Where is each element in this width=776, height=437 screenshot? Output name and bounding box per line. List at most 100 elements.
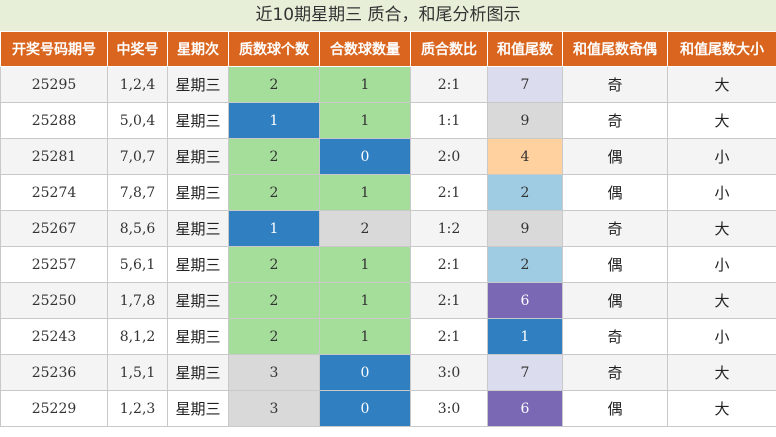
header-numbers: 中奖号 <box>107 31 168 67</box>
header-tail: 和值尾数 <box>487 31 563 67</box>
cell-numbers: 5,0,4 <box>107 102 168 139</box>
cell-prime-count: 2 <box>228 282 320 319</box>
cell-ratio: 2:1 <box>410 66 488 103</box>
cell-odd-even: 奇 <box>562 66 668 103</box>
cell-numbers: 8,1,2 <box>107 318 168 355</box>
cell-weekday: 星期三 <box>167 318 229 355</box>
cell-numbers: 7,8,7 <box>107 174 168 211</box>
cell-composite-count: 1 <box>319 282 411 319</box>
cell-weekday: 星期三 <box>167 246 229 283</box>
cell-odd-even: 偶 <box>562 138 668 175</box>
cell-composite-count: 0 <box>319 354 411 391</box>
cell-odd-even: 偶 <box>562 390 668 427</box>
cell-period: 25288 <box>0 102 108 139</box>
cell-ratio: 3:0 <box>410 354 488 391</box>
table-row: 25243 8,1,2 星期三 2 1 2:1 1 奇小 <box>0 318 776 355</box>
cell-odd-even: 奇 <box>562 354 668 391</box>
page-title: 近10期星期三 质合，和尾分析图示 <box>0 0 776 32</box>
cell-big-small: 大 <box>667 390 776 427</box>
table-row: 25274 7,8,7 星期三 2 1 2:1 2 偶小 <box>0 174 776 211</box>
cell-numbers: 7,0,7 <box>107 138 168 175</box>
cell-period: 25257 <box>0 246 108 283</box>
cell-weekday: 星期三 <box>167 354 229 391</box>
cell-prime-count: 2 <box>228 174 320 211</box>
cell-numbers: 8,5,6 <box>107 210 168 247</box>
cell-ratio: 2:1 <box>410 282 488 319</box>
cell-tail: 7 <box>487 66 563 103</box>
cell-tail: 7 <box>487 354 563 391</box>
cell-odd-even: 奇 <box>562 102 668 139</box>
cell-ratio: 2:1 <box>410 174 488 211</box>
cell-tail: 1 <box>487 318 563 355</box>
cell-composite-count: 1 <box>319 102 411 139</box>
header-ratio: 质合数比 <box>410 31 488 67</box>
cell-big-small: 大 <box>667 210 776 247</box>
cell-ratio: 1:1 <box>410 102 488 139</box>
table-row: 25250 1,7,8 星期三 2 1 2:1 6 偶大 <box>0 282 776 319</box>
table-row: 25267 8,5,6 星期三 1 2 1:2 9 奇大 <box>0 210 776 247</box>
cell-composite-count: 1 <box>319 66 411 103</box>
cell-numbers: 1,2,4 <box>107 66 168 103</box>
table-row: 25229 1,2,3 星期三 3 0 3:0 6 偶大 <box>0 390 776 427</box>
cell-tail: 6 <box>487 390 563 427</box>
cell-odd-even: 奇 <box>562 318 668 355</box>
cell-tail: 2 <box>487 246 563 283</box>
cell-big-small: 小 <box>667 138 776 175</box>
cell-numbers: 1,7,8 <box>107 282 168 319</box>
cell-period: 25267 <box>0 210 108 247</box>
cell-numbers: 1,5,1 <box>107 354 168 391</box>
table-row: 25281 7,0,7 星期三 2 0 2:0 4 偶小 <box>0 138 776 175</box>
cell-weekday: 星期三 <box>167 210 229 247</box>
cell-odd-even: 偶 <box>562 174 668 211</box>
cell-big-small: 大 <box>667 102 776 139</box>
cell-tail: 9 <box>487 210 563 247</box>
table-row: 25295 1,2,4 星期三 2 1 2:1 7 奇大 <box>0 66 776 103</box>
cell-period: 25236 <box>0 354 108 391</box>
cell-period: 25274 <box>0 174 108 211</box>
cell-weekday: 星期三 <box>167 174 229 211</box>
cell-odd-even: 偶 <box>562 246 668 283</box>
cell-composite-count: 0 <box>319 138 411 175</box>
cell-prime-count: 2 <box>228 138 320 175</box>
cell-weekday: 星期三 <box>167 66 229 103</box>
cell-ratio: 2:0 <box>410 138 488 175</box>
cell-weekday: 星期三 <box>167 102 229 139</box>
cell-tail: 6 <box>487 282 563 319</box>
header-big-small: 和值尾数大小 <box>667 31 776 67</box>
analysis-table: 开奖号码期号 中奖号 星期次 质数球个数 合数球数量 质合数比 和值尾数 和值尾… <box>0 31 776 427</box>
cell-prime-count: 2 <box>228 66 320 103</box>
cell-big-small: 小 <box>667 246 776 283</box>
cell-period: 25295 <box>0 66 108 103</box>
cell-odd-even: 奇 <box>562 210 668 247</box>
cell-prime-count: 1 <box>228 210 320 247</box>
cell-composite-count: 1 <box>319 318 411 355</box>
cell-prime-count: 3 <box>228 390 320 427</box>
cell-prime-count: 2 <box>228 246 320 283</box>
cell-composite-count: 1 <box>319 246 411 283</box>
header-period: 开奖号码期号 <box>0 31 108 67</box>
cell-ratio: 2:1 <box>410 318 488 355</box>
cell-odd-even: 偶 <box>562 282 668 319</box>
cell-weekday: 星期三 <box>167 390 229 427</box>
cell-period: 25281 <box>0 138 108 175</box>
header-odd-even: 和值尾数奇偶 <box>562 31 668 67</box>
header-composite-count: 合数球数量 <box>319 31 411 67</box>
cell-big-small: 小 <box>667 318 776 355</box>
cell-period: 25243 <box>0 318 108 355</box>
cell-composite-count: 0 <box>319 390 411 427</box>
cell-ratio: 1:2 <box>410 210 488 247</box>
cell-prime-count: 2 <box>228 318 320 355</box>
table-row: 25236 1,5,1 星期三 3 0 3:0 7 奇大 <box>0 354 776 391</box>
cell-weekday: 星期三 <box>167 282 229 319</box>
cell-ratio: 3:0 <box>410 390 488 427</box>
cell-period: 25229 <box>0 390 108 427</box>
cell-big-small: 小 <box>667 174 776 211</box>
cell-weekday: 星期三 <box>167 138 229 175</box>
table-row: 25257 5,6,1 星期三 2 1 2:1 2 偶小 <box>0 246 776 283</box>
header-prime-count: 质数球个数 <box>228 31 320 67</box>
cell-big-small: 大 <box>667 282 776 319</box>
cell-ratio: 2:1 <box>410 246 488 283</box>
cell-tail: 4 <box>487 138 563 175</box>
cell-tail: 2 <box>487 174 563 211</box>
